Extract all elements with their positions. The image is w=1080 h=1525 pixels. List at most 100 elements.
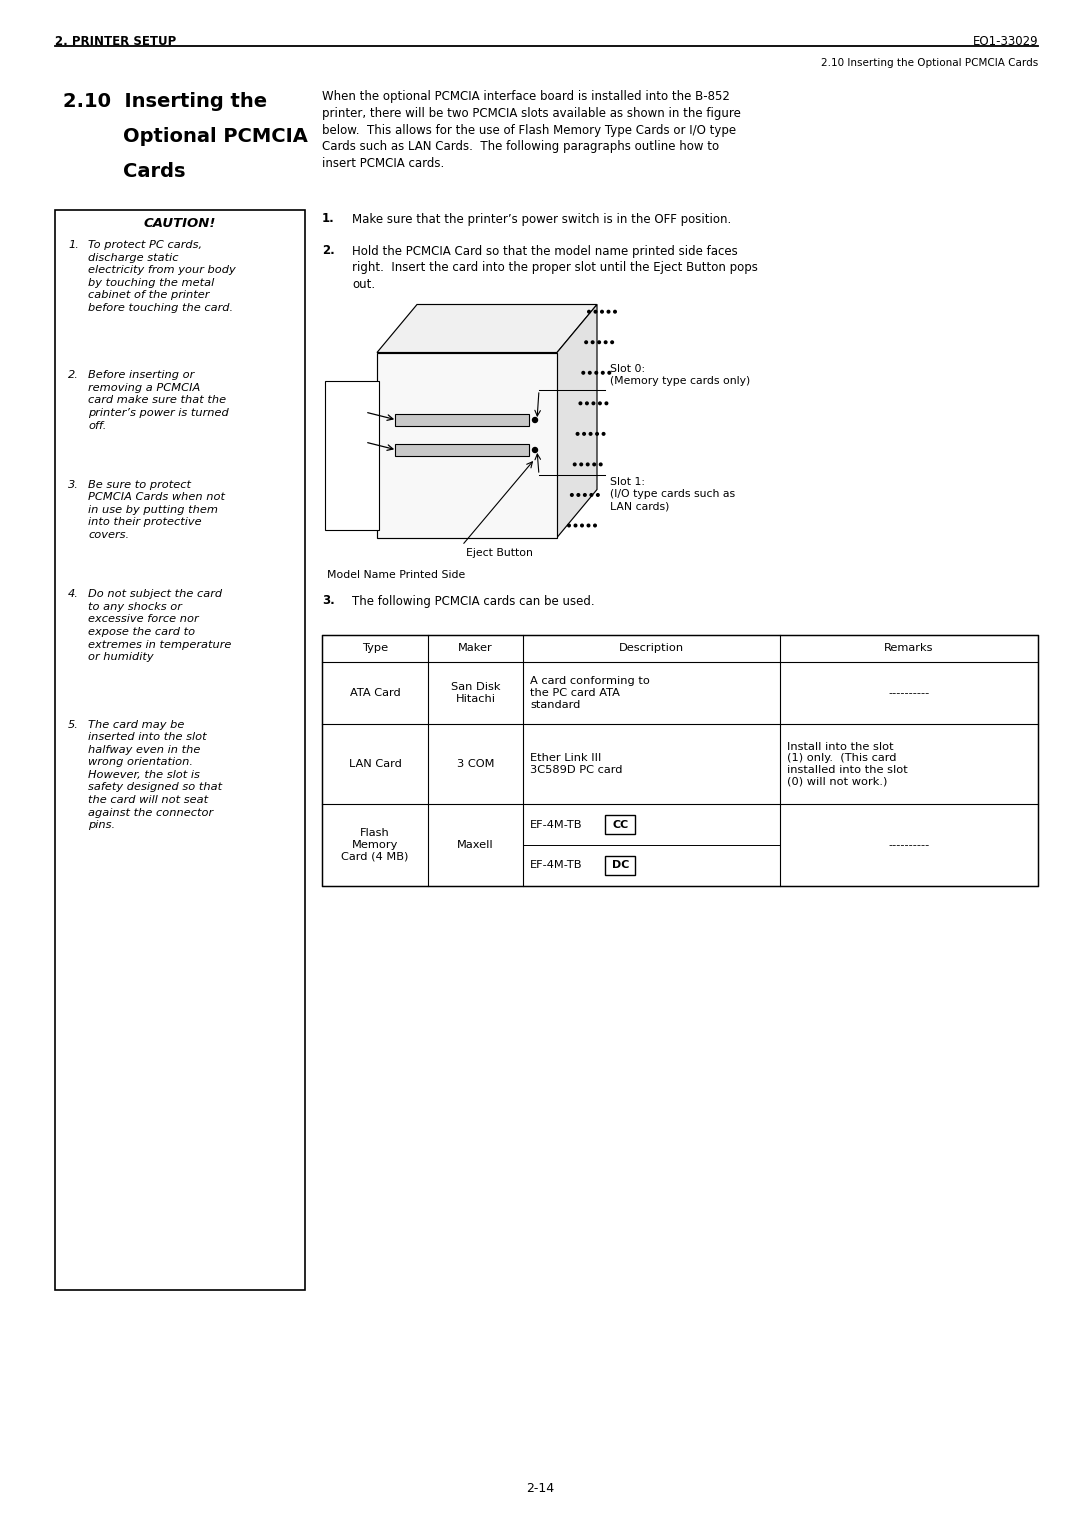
Text: DC: DC (611, 860, 629, 871)
Circle shape (595, 372, 597, 374)
Circle shape (598, 342, 600, 343)
Circle shape (586, 464, 589, 465)
Circle shape (603, 433, 605, 435)
Text: Do not subject the card
to any shocks or
excessive force nor
expose the card to
: Do not subject the card to any shocks or… (87, 589, 231, 662)
Bar (605, 814, 635, 834)
Text: Optional PCMCIA: Optional PCMCIA (123, 127, 308, 146)
Text: San Disk
Hitachi: San Disk Hitachi (450, 682, 500, 705)
Circle shape (568, 525, 570, 526)
Circle shape (580, 464, 582, 465)
Circle shape (588, 525, 590, 526)
Circle shape (581, 525, 583, 526)
Circle shape (594, 525, 596, 526)
Circle shape (532, 418, 538, 422)
Circle shape (600, 311, 604, 313)
Circle shape (594, 311, 597, 313)
Circle shape (605, 342, 607, 343)
Text: Hold the PCMCIA Card so that the model name printed side faces
right.  Insert th: Hold the PCMCIA Card so that the model n… (352, 244, 758, 291)
Text: 1.: 1. (68, 239, 79, 250)
Text: 3.: 3. (322, 595, 335, 607)
Text: 5.: 5. (68, 720, 79, 729)
Bar (395, 415, 529, 425)
Text: EO1-33029: EO1-33029 (972, 35, 1038, 47)
Circle shape (607, 311, 610, 313)
Polygon shape (557, 305, 597, 537)
Text: 2.: 2. (68, 371, 79, 380)
Circle shape (582, 372, 584, 374)
Circle shape (605, 403, 608, 404)
Text: To protect PC cards,
discharge static
electricity from your body
by touching the: To protect PC cards, discharge static el… (87, 239, 235, 313)
Text: ----------: ---------- (888, 840, 930, 849)
Text: Model Name Printed Side: Model Name Printed Side (327, 570, 465, 581)
Circle shape (577, 433, 579, 435)
Bar (55, 210, 305, 1290)
Text: When the optional PCMCIA interface board is installed into the B-852
printer, th: When the optional PCMCIA interface board… (322, 90, 741, 171)
Text: ----------: ---------- (888, 688, 930, 698)
Text: Cards: Cards (123, 162, 186, 181)
Text: Eject Button: Eject Button (465, 547, 532, 558)
Circle shape (532, 447, 538, 453)
Circle shape (596, 494, 599, 496)
Circle shape (590, 433, 592, 435)
Text: Slot 1:
(I/O type cards such as
LAN cards): Slot 1: (I/O type cards such as LAN card… (610, 477, 735, 512)
Circle shape (579, 403, 582, 404)
Circle shape (592, 403, 595, 404)
Text: CC: CC (612, 819, 629, 830)
Text: 1.: 1. (322, 212, 335, 226)
Text: 3.: 3. (68, 480, 79, 490)
Text: 2. PRINTER SETUP: 2. PRINTER SETUP (55, 35, 176, 47)
Text: The card may be
inserted into the slot
halfway even in the
wrong orientation.
Ho: The card may be inserted into the slot h… (87, 720, 222, 830)
Circle shape (575, 525, 577, 526)
Circle shape (583, 494, 586, 496)
Text: Make sure that the printer’s power switch is in the OFF position.: Make sure that the printer’s power switc… (352, 212, 731, 226)
Circle shape (589, 372, 591, 374)
Polygon shape (325, 381, 379, 529)
Text: Remarks: Remarks (885, 644, 933, 653)
Text: ATA Card: ATA Card (350, 688, 401, 698)
Bar (605, 856, 635, 875)
Polygon shape (377, 305, 597, 352)
Circle shape (592, 342, 594, 343)
Polygon shape (377, 352, 557, 537)
Text: Be sure to protect
PCMCIA Cards when not
in use by putting them
into their prote: Be sure to protect PCMCIA Cards when not… (87, 480, 225, 540)
Text: 2.10  Inserting the: 2.10 Inserting the (63, 92, 267, 111)
Text: Maker: Maker (458, 644, 492, 653)
Text: LAN Card: LAN Card (349, 759, 402, 769)
Circle shape (585, 403, 589, 404)
Text: Ether Link III
3C589D PC card: Ether Link III 3C589D PC card (530, 753, 623, 775)
Circle shape (583, 433, 585, 435)
Bar (395, 444, 529, 456)
Text: Maxell: Maxell (457, 840, 494, 849)
Circle shape (585, 342, 588, 343)
Circle shape (570, 494, 573, 496)
Text: Before inserting or
removing a PCMCIA
card make sure that the
printer’s power is: Before inserting or removing a PCMCIA ca… (87, 371, 229, 430)
Text: The following PCMCIA cards can be used.: The following PCMCIA cards can be used. (352, 595, 595, 607)
Text: Flash
Memory
Card (4 MB): Flash Memory Card (4 MB) (341, 828, 408, 862)
Text: Install into the slot
(1) only.  (This card
installed into the slot
(0) will not: Install into the slot (1) only. (This ca… (786, 741, 907, 787)
Text: Type: Type (362, 644, 388, 653)
Circle shape (573, 464, 576, 465)
Circle shape (588, 311, 591, 313)
Text: 2.: 2. (322, 244, 335, 258)
Circle shape (596, 433, 598, 435)
Text: EF-4M-TB: EF-4M-TB (530, 819, 583, 830)
Text: Slot 0:
(Memory type cards only): Slot 0: (Memory type cards only) (610, 363, 751, 386)
Circle shape (590, 494, 593, 496)
Bar (322, 634, 1038, 886)
Circle shape (577, 494, 580, 496)
Circle shape (602, 372, 604, 374)
Text: CAUTION!: CAUTION! (144, 217, 216, 230)
Text: 2-14: 2-14 (526, 1482, 554, 1494)
Circle shape (593, 464, 595, 465)
Circle shape (598, 403, 602, 404)
Text: A card conforming to
the PC card ATA
standard: A card conforming to the PC card ATA sta… (530, 677, 650, 709)
Text: EF-4M-TB: EF-4M-TB (530, 860, 583, 871)
Circle shape (611, 342, 613, 343)
Text: 2.10 Inserting the Optional PCMCIA Cards: 2.10 Inserting the Optional PCMCIA Cards (821, 58, 1038, 69)
Circle shape (608, 372, 610, 374)
Text: Description: Description (619, 644, 684, 653)
Circle shape (613, 311, 617, 313)
Text: 3 COM: 3 COM (457, 759, 495, 769)
Text: 4.: 4. (68, 589, 79, 599)
Circle shape (599, 464, 602, 465)
